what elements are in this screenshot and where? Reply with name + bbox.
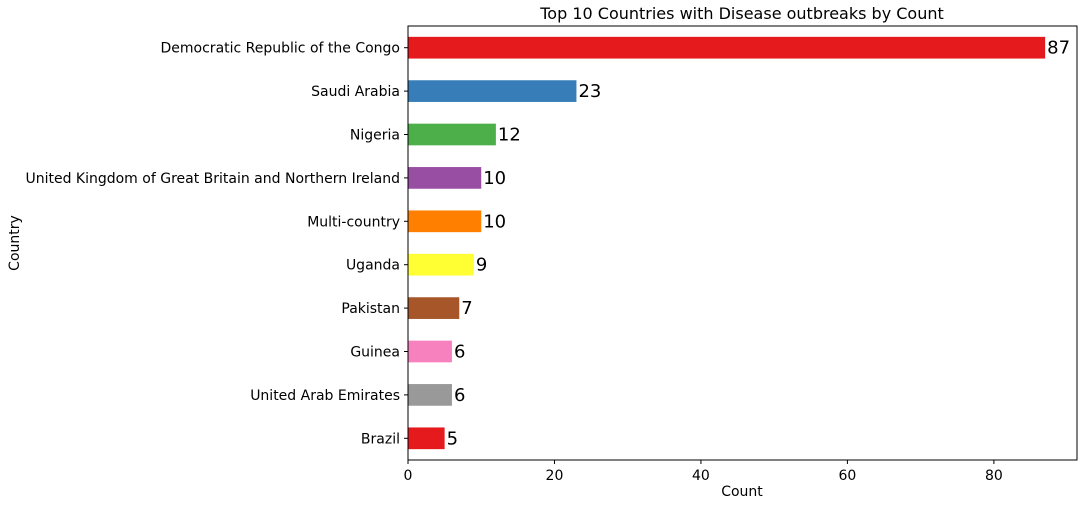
y-tick-label: Democratic Republic of the Congo (161, 41, 400, 57)
x-ticks: 0 20 40 60 80 (404, 460, 1003, 484)
y-tick-label: Saudi Arabia (311, 84, 400, 100)
y-tick-labels: Democratic Republic of the Congo Saudi Ar… (25, 41, 408, 447)
y-tick-label: Nigeria (350, 128, 400, 144)
x-tick-label: 0 (404, 468, 413, 484)
x-tick-label: 40 (692, 468, 710, 484)
bar-3 (408, 167, 482, 189)
data-label: 9 (476, 255, 487, 276)
y-tick-label: Guinea (350, 345, 400, 361)
bar-1 (408, 80, 577, 102)
bar-6 (408, 297, 460, 319)
plot-frame (407, 25, 1078, 461)
data-label: 5 (447, 428, 458, 449)
bar-4 (408, 210, 482, 233)
y-tick-label: United Kingdom of Great Britain and Nort… (25, 171, 400, 187)
bar-2 (408, 123, 496, 146)
x-tick-label: 60 (838, 468, 856, 484)
data-label: 6 (454, 342, 465, 363)
data-label: 87 (1047, 38, 1070, 59)
y-tick-label: Pakistan (341, 301, 400, 317)
data-labels: 87 23 12 10 10 9 7 6 6 5 (447, 38, 1070, 450)
y-tick-label: Uganda (346, 258, 400, 274)
bar-9 (408, 427, 445, 450)
x-tick-label: 20 (546, 468, 564, 484)
bar-8 (408, 384, 452, 406)
data-label: 12 (498, 125, 521, 146)
data-label: 10 (483, 211, 506, 232)
x-axis-label: Count (721, 484, 763, 500)
y-tick-label: United Arab Emirates (250, 388, 400, 404)
data-label: 6 (454, 385, 465, 406)
data-label: 10 (483, 168, 506, 189)
bar-7 (408, 340, 452, 363)
bars-group (408, 36, 1046, 450)
y-axis-label: Country (7, 215, 23, 271)
data-label: 23 (578, 81, 601, 102)
bar-0 (408, 36, 1046, 59)
x-tick-label: 80 (985, 468, 1003, 484)
y-tick-label: Brazil (361, 431, 400, 447)
bar-5 (408, 253, 474, 276)
y-tick-label: Multi-country (307, 214, 400, 230)
chart-title: Top 10 Countries with Disease outbreaks … (539, 4, 944, 23)
data-label: 7 (461, 298, 472, 319)
